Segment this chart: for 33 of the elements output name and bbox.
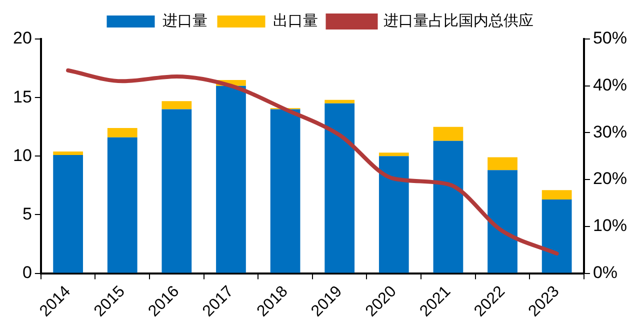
- line-series: [66, 68, 559, 256]
- bar: [324, 100, 355, 104]
- bar: [216, 86, 246, 273]
- bar: [162, 109, 192, 273]
- bar: [433, 140, 464, 273]
- y2-tick-label: 10%: [592, 216, 628, 236]
- y-tick-label: 10: [12, 146, 32, 165]
- bar: [270, 109, 300, 273]
- bar: [107, 128, 138, 138]
- bar: [53, 151, 83, 155]
- legend-label: 进口量: [162, 12, 208, 30]
- legend-label: 进口量占比国内总供应: [383, 12, 534, 30]
- y2-tick-label: 50%: [592, 28, 628, 48]
- y2-tick-label: 20%: [592, 169, 628, 188]
- y2-tick-label: 30%: [592, 122, 628, 142]
- bar: [107, 137, 138, 273]
- bar: [433, 126, 464, 141]
- legend-label: 出口量: [272, 12, 318, 30]
- bar: [378, 152, 409, 156]
- bar: [542, 190, 572, 200]
- bar: [488, 157, 518, 170]
- y-tick-label: 20: [12, 28, 32, 48]
- y2-tick-label: 40%: [592, 76, 628, 95]
- bar: [378, 156, 409, 273]
- bar: [162, 101, 192, 110]
- bar: [542, 199, 572, 273]
- y2-tick-label: 0%: [592, 262, 618, 282]
- bar: [324, 103, 355, 273]
- y-tick-label: 15: [12, 87, 32, 106]
- bar: [488, 170, 518, 273]
- bar: [53, 154, 83, 273]
- y-tick-label: 5: [22, 204, 32, 224]
- y-tick-label: 0: [22, 262, 32, 282]
